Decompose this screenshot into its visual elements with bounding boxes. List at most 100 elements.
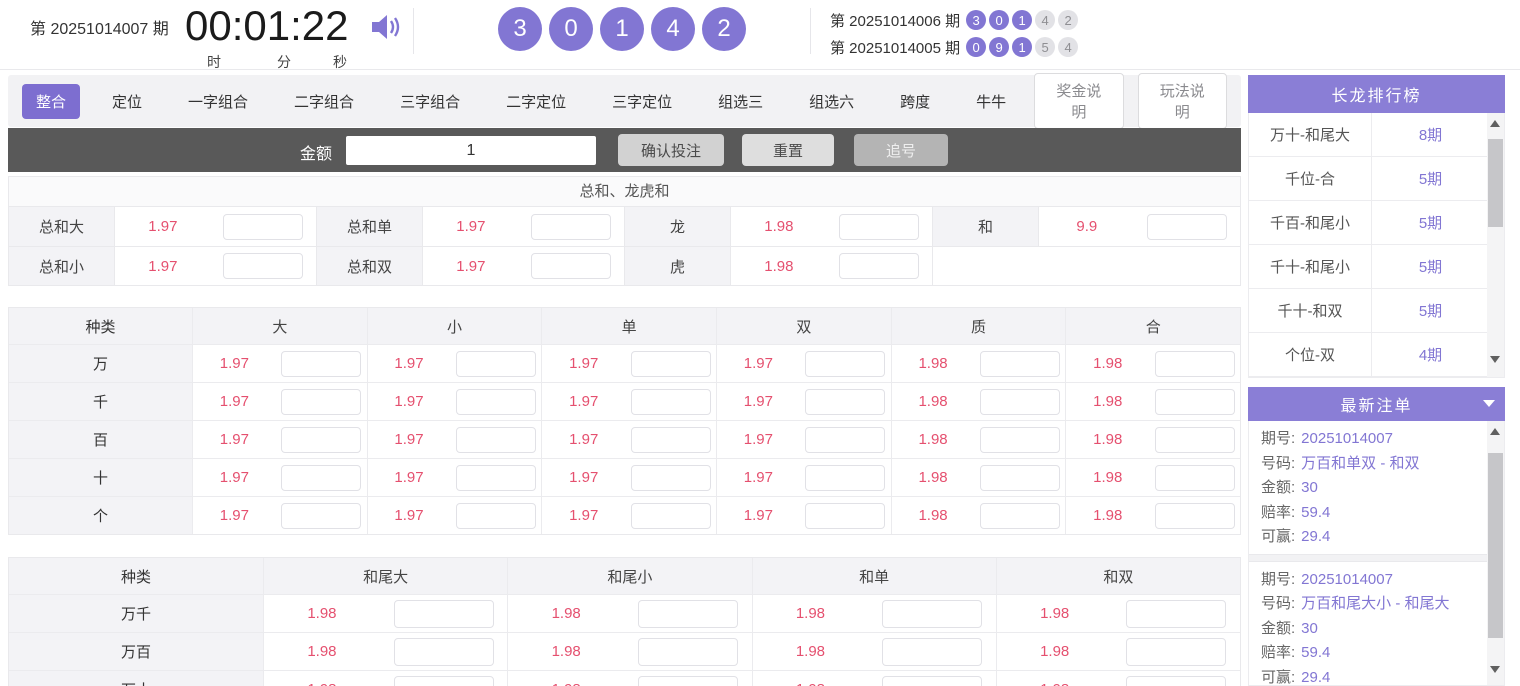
bet-amount-input[interactable] bbox=[1154, 350, 1235, 377]
collapse-caret-icon[interactable] bbox=[1483, 400, 1495, 407]
bet-amount-input[interactable] bbox=[630, 388, 711, 415]
tab-yizi-zuhe[interactable]: 一字组合 bbox=[188, 93, 249, 111]
scroll-up-icon[interactable] bbox=[1490, 120, 1500, 127]
scroll-thumb[interactable] bbox=[1488, 139, 1503, 227]
dragon-name: 个位-双 bbox=[1249, 333, 1372, 376]
tab-kuadu[interactable]: 跨度 bbox=[900, 93, 931, 111]
bet-amount-input[interactable] bbox=[223, 253, 304, 279]
bet-amount-input[interactable] bbox=[979, 388, 1060, 415]
bet-label: 总和小 bbox=[9, 247, 115, 285]
bet-amount-input[interactable] bbox=[1154, 426, 1235, 453]
bet-amount-input[interactable] bbox=[455, 464, 536, 491]
history-ball: 1 bbox=[1012, 10, 1033, 30]
scrollbar[interactable] bbox=[1487, 421, 1504, 685]
reset-button[interactable]: 重置 bbox=[742, 134, 834, 166]
bet-label: 龙 bbox=[625, 207, 731, 246]
tab-sanzi-zuhe[interactable]: 三字组合 bbox=[400, 93, 461, 111]
tab-niuniu[interactable]: 牛牛 bbox=[976, 93, 1007, 111]
bet-amount-input[interactable] bbox=[223, 213, 304, 240]
amount-input[interactable] bbox=[346, 136, 596, 165]
bet-amount-input[interactable] bbox=[281, 426, 362, 453]
bet-amount-input[interactable] bbox=[882, 599, 983, 628]
tab-sanzi-dingwei[interactable]: 三字定位 bbox=[612, 93, 673, 111]
bet-amount-input[interactable] bbox=[979, 502, 1060, 529]
bet-cell-zonghe-da: 总和大 1.97 bbox=[9, 207, 316, 246]
bet-amount-input[interactable] bbox=[1154, 502, 1235, 529]
odds-value: 1.98 bbox=[264, 681, 380, 686]
odds-value: 1.97 bbox=[219, 507, 249, 524]
timer-unit-labels: 时 分 秒 bbox=[185, 52, 365, 70]
bet-amount-input[interactable] bbox=[455, 350, 536, 377]
bet-amount-input[interactable] bbox=[805, 502, 886, 529]
bet-amount-input[interactable] bbox=[805, 388, 886, 415]
bet-amount-input[interactable] bbox=[882, 675, 983, 686]
bet-amount-input[interactable] bbox=[1154, 464, 1235, 491]
speaker-icon[interactable] bbox=[370, 12, 402, 42]
bet-amount-input[interactable] bbox=[1126, 637, 1227, 666]
bet-amount-input[interactable] bbox=[839, 213, 920, 240]
tab-zuxuan-liu[interactable]: 组选六 bbox=[809, 93, 855, 111]
odds-value: 1.98 bbox=[918, 431, 948, 448]
tab-dingwei[interactable]: 定位 bbox=[112, 93, 143, 111]
bet-amount-input[interactable] bbox=[630, 464, 711, 491]
rules-info-button[interactable]: 玩法说明 bbox=[1137, 73, 1227, 129]
top-header: 第 20251014007 期 00:01:22 时 分 秒 3 0 1 4 2… bbox=[0, 0, 1520, 70]
scroll-down-icon[interactable] bbox=[1490, 356, 1500, 363]
bet-amount-input[interactable] bbox=[630, 426, 711, 453]
bet-amount-input[interactable] bbox=[805, 350, 886, 377]
sum-row: 总和大 1.97 总和单 1.97 龙 1.98 和 9.9 bbox=[9, 207, 1240, 246]
tab-erzi-zuhe[interactable]: 二字组合 bbox=[294, 93, 355, 111]
scroll-up-icon[interactable] bbox=[1490, 428, 1500, 435]
bet-amount-input[interactable] bbox=[882, 637, 983, 666]
bet-amount-input[interactable] bbox=[839, 253, 920, 279]
column-header: 和尾小 bbox=[507, 558, 751, 594]
bet-amount-input[interactable] bbox=[630, 502, 711, 529]
confirm-bet-button[interactable]: 确认投注 bbox=[618, 134, 724, 166]
bet-amount-input[interactable] bbox=[1126, 599, 1227, 628]
row-label: 十 bbox=[9, 459, 192, 496]
section-title: 总和、龙虎和 bbox=[9, 177, 1240, 207]
bet-amount-input[interactable] bbox=[637, 599, 738, 628]
tab-zuxuan-san[interactable]: 组选三 bbox=[718, 93, 764, 111]
bet-amount-input[interactable] bbox=[393, 637, 494, 666]
bet-amount-input[interactable] bbox=[979, 464, 1060, 491]
bet-amount-input[interactable] bbox=[393, 599, 494, 628]
bet-amount-input[interactable] bbox=[637, 675, 738, 686]
bet-amount-input[interactable] bbox=[1147, 213, 1228, 240]
bet-amount-input[interactable] bbox=[455, 388, 536, 415]
bet-amount-input[interactable] bbox=[393, 675, 494, 686]
table-row: 万 1.97 1.97 1.97 1.97 1.98 1.98 bbox=[9, 344, 1240, 382]
bet-amount-input[interactable] bbox=[1126, 675, 1227, 686]
bet-amount-input[interactable] bbox=[630, 350, 711, 377]
order-win-value: 29.4 bbox=[1301, 528, 1331, 545]
bet-amount-input[interactable] bbox=[637, 637, 738, 666]
scrollbar[interactable] bbox=[1487, 113, 1504, 377]
bet-amount-input[interactable] bbox=[979, 350, 1060, 377]
bonus-info-button[interactable]: 奖金说明 bbox=[1034, 73, 1124, 129]
scroll-down-icon[interactable] bbox=[1490, 666, 1500, 673]
table-row: 百 1.97 1.97 1.97 1.97 1.98 1.98 bbox=[9, 420, 1240, 458]
bet-amount-input[interactable] bbox=[1154, 388, 1235, 415]
order-entry: 期号: 20251014007 号码: 万百和尾大小 - 和尾大 金额: 30 赔率:… bbox=[1249, 562, 1489, 686]
odds-value: 1.97 bbox=[569, 355, 599, 372]
scroll-thumb[interactable] bbox=[1488, 453, 1503, 638]
odds-value: 1.97 bbox=[148, 257, 178, 275]
bet-amount-input[interactable] bbox=[455, 502, 536, 529]
bet-amount-input[interactable] bbox=[281, 464, 362, 491]
empty-cell bbox=[932, 247, 1240, 285]
bet-amount-input[interactable] bbox=[455, 426, 536, 453]
bet-amount-input[interactable] bbox=[281, 388, 362, 415]
bet-amount-input[interactable] bbox=[805, 464, 886, 491]
tab-erzi-dingwei[interactable]: 二字定位 bbox=[506, 93, 567, 111]
bet-amount-input[interactable] bbox=[281, 350, 362, 377]
bet-amount-input[interactable] bbox=[531, 213, 612, 240]
chase-number-button[interactable]: 追号 bbox=[854, 134, 948, 166]
row-label: 百 bbox=[9, 421, 192, 458]
odds-value: 1.98 bbox=[764, 257, 794, 275]
bet-amount-input[interactable] bbox=[531, 253, 612, 279]
bet-amount-input[interactable] bbox=[281, 502, 362, 529]
latest-orders-title: 最新注单 bbox=[1248, 387, 1505, 421]
bet-amount-input[interactable] bbox=[805, 426, 886, 453]
bet-amount-input[interactable] bbox=[979, 426, 1060, 453]
tab-zhenghe[interactable]: 整合 bbox=[22, 83, 81, 119]
